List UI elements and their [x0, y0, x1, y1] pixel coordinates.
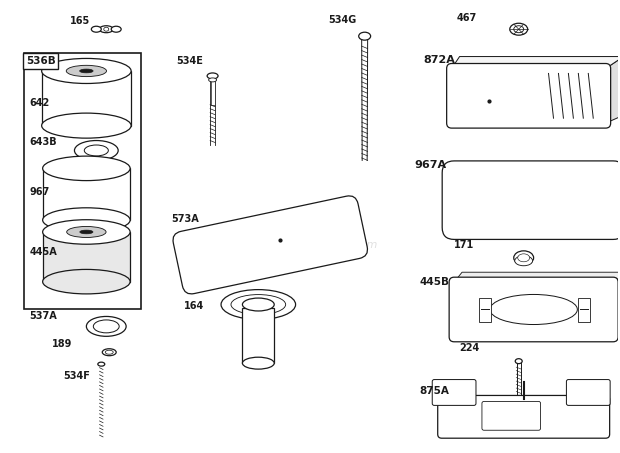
Ellipse shape: [208, 78, 216, 82]
Ellipse shape: [94, 320, 119, 333]
Ellipse shape: [490, 294, 577, 324]
Text: 534E: 534E: [176, 56, 203, 66]
Ellipse shape: [42, 58, 131, 83]
Ellipse shape: [42, 113, 131, 138]
Bar: [578, 298, 590, 323]
Ellipse shape: [242, 298, 274, 311]
Ellipse shape: [80, 230, 93, 234]
Ellipse shape: [242, 357, 274, 369]
Ellipse shape: [102, 349, 116, 356]
Polygon shape: [613, 163, 620, 227]
FancyBboxPatch shape: [482, 401, 541, 430]
Ellipse shape: [510, 23, 528, 35]
Text: 224: 224: [459, 343, 479, 353]
Ellipse shape: [98, 362, 105, 366]
Text: 872A: 872A: [423, 55, 455, 65]
Polygon shape: [451, 57, 620, 68]
Ellipse shape: [66, 65, 107, 77]
Text: 875A: 875A: [419, 386, 449, 396]
Ellipse shape: [104, 27, 108, 31]
Text: eReplacementParts.com: eReplacementParts.com: [242, 240, 378, 250]
Bar: [43, 169, 130, 220]
Text: 537A: 537A: [30, 311, 58, 322]
Bar: [479, 298, 491, 323]
FancyBboxPatch shape: [446, 63, 611, 128]
Text: 534F: 534F: [63, 371, 91, 381]
Text: 643B: 643B: [30, 138, 58, 148]
Text: 967A: 967A: [414, 160, 446, 170]
Text: 189: 189: [51, 339, 72, 349]
Polygon shape: [454, 272, 620, 282]
Bar: [43, 232, 130, 282]
Text: 534G: 534G: [328, 15, 356, 25]
Ellipse shape: [515, 256, 533, 266]
Bar: [100, 364, 103, 439]
FancyBboxPatch shape: [432, 380, 476, 405]
Ellipse shape: [518, 254, 529, 262]
Polygon shape: [454, 163, 620, 173]
Ellipse shape: [514, 26, 524, 33]
Bar: [42, 71, 131, 125]
Ellipse shape: [231, 294, 286, 314]
Text: 467: 467: [457, 13, 477, 23]
FancyBboxPatch shape: [449, 277, 618, 342]
Bar: [211, 80, 215, 105]
Ellipse shape: [80, 69, 93, 73]
Ellipse shape: [86, 317, 126, 336]
Ellipse shape: [43, 208, 130, 232]
Text: 573A: 573A: [171, 214, 198, 224]
Ellipse shape: [221, 289, 296, 319]
Text: 642: 642: [30, 98, 50, 108]
Text: 164: 164: [184, 302, 204, 312]
Text: 171: 171: [454, 240, 474, 250]
Ellipse shape: [111, 26, 121, 32]
Text: 445A: 445A: [30, 247, 58, 257]
Polygon shape: [613, 272, 620, 337]
FancyBboxPatch shape: [438, 395, 609, 438]
Ellipse shape: [43, 220, 130, 244]
Polygon shape: [606, 57, 620, 123]
FancyBboxPatch shape: [567, 380, 610, 405]
Bar: [242, 308, 274, 363]
Ellipse shape: [515, 359, 522, 364]
Ellipse shape: [105, 350, 113, 354]
Text: 536B: 536B: [26, 56, 56, 66]
FancyBboxPatch shape: [442, 161, 620, 240]
Bar: [24, 53, 141, 309]
Ellipse shape: [43, 156, 130, 181]
Ellipse shape: [99, 26, 113, 33]
Ellipse shape: [359, 32, 371, 40]
Ellipse shape: [67, 226, 106, 237]
Ellipse shape: [84, 145, 108, 156]
FancyBboxPatch shape: [173, 196, 368, 294]
Ellipse shape: [74, 140, 118, 160]
Text: 165: 165: [69, 16, 90, 26]
Text: 967: 967: [30, 187, 50, 197]
Ellipse shape: [514, 251, 534, 265]
Ellipse shape: [207, 73, 218, 79]
Ellipse shape: [91, 26, 101, 32]
Text: 445B: 445B: [419, 277, 449, 287]
Ellipse shape: [43, 270, 130, 294]
